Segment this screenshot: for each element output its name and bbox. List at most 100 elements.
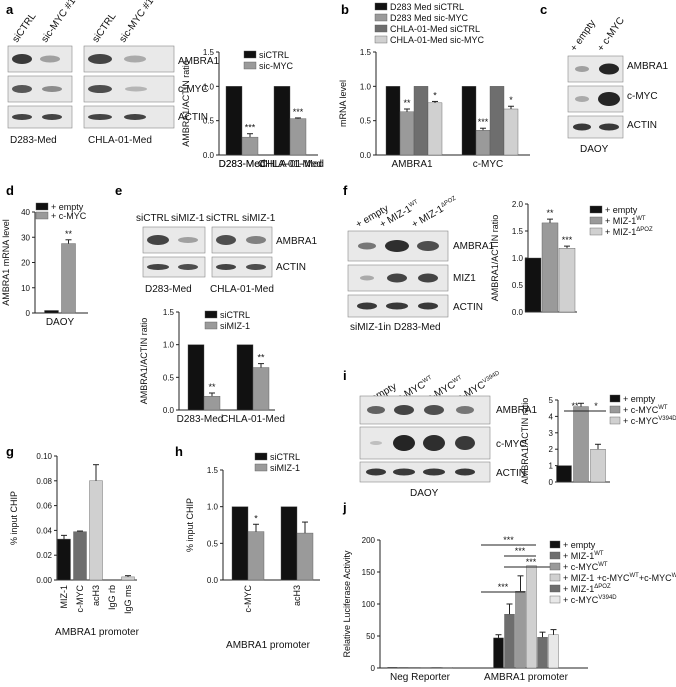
y-tick-label: 0.0 bbox=[360, 151, 372, 160]
legend-swatch bbox=[254, 452, 268, 461]
x-tick-label: D283-Med bbox=[219, 159, 266, 170]
bar-h-0-0 bbox=[231, 506, 249, 581]
y-tick-label: 0.06 bbox=[36, 502, 52, 511]
bar-d-1-0 bbox=[61, 243, 76, 314]
y-tick-label: 30 bbox=[21, 233, 30, 242]
legend-swatch bbox=[549, 540, 561, 549]
x-tick-label: MIZ-1 bbox=[59, 585, 69, 609]
blot-band bbox=[216, 235, 236, 245]
legend-swatch bbox=[374, 2, 388, 11]
legend-entry: D283 Med siCTRL bbox=[390, 2, 464, 12]
y-tick-label: 0.5 bbox=[207, 539, 219, 548]
blot-band bbox=[88, 85, 112, 93]
y-axis-label: % input CHIP bbox=[9, 491, 19, 545]
bar-h-1-1 bbox=[296, 532, 314, 581]
y-tick-label: 0.04 bbox=[36, 526, 52, 535]
blot-band bbox=[424, 405, 444, 415]
bar-g-0-0 bbox=[57, 538, 71, 581]
legend-entry: siCTRL bbox=[220, 310, 250, 320]
legend-swatch bbox=[609, 405, 621, 414]
blot-band bbox=[178, 264, 198, 270]
cell-line-label: D283-Med bbox=[10, 135, 57, 146]
legend-swatch bbox=[549, 584, 561, 593]
blot-band bbox=[599, 123, 619, 131]
blot-band bbox=[246, 236, 266, 244]
legend-entry: + MIZ-1ΔPOZ bbox=[605, 227, 653, 237]
blot-band bbox=[147, 235, 169, 245]
significance-mark: ** bbox=[546, 208, 554, 218]
bar-g-0-4 bbox=[121, 576, 135, 581]
blot-band bbox=[216, 264, 236, 270]
band-label: ACTIN bbox=[276, 262, 306, 273]
y-axis-label: AMBRA1/ACTIN ratio bbox=[520, 398, 530, 485]
band-label: AMBRA1 bbox=[276, 236, 318, 247]
legend-entry: siCTRL bbox=[270, 452, 300, 462]
significance-mark: ** bbox=[571, 401, 579, 411]
bar-j-3-1 bbox=[526, 565, 537, 669]
blot-strip bbox=[211, 256, 273, 278]
bar-f-2-0 bbox=[558, 248, 576, 313]
blot-band bbox=[40, 55, 60, 63]
x-tick-label: Neg Reporter bbox=[390, 672, 451, 683]
bar-i-0-0 bbox=[556, 465, 572, 483]
panel-letter-c: c bbox=[540, 2, 547, 17]
blot-band bbox=[573, 123, 591, 131]
y-tick-label: 0 bbox=[549, 478, 554, 487]
y-tick-label: 0.5 bbox=[163, 373, 175, 382]
blot-band bbox=[417, 241, 439, 251]
blot-band bbox=[386, 302, 408, 310]
legend-entry: + c-MYC bbox=[51, 211, 87, 221]
bar-j-0-0 bbox=[387, 667, 398, 669]
legend-entry: + c-MYCV394D bbox=[623, 416, 676, 426]
significance-mark: *** bbox=[526, 557, 537, 567]
lane-label: + empty bbox=[568, 18, 598, 54]
legend-entry: siMIZ-1 bbox=[270, 463, 300, 473]
x-tick-label: DAOY bbox=[46, 317, 75, 328]
y-tick-label: 1.0 bbox=[163, 341, 175, 350]
significance-mark: *** bbox=[498, 582, 509, 592]
legend-swatch bbox=[549, 595, 561, 604]
panel-letter-g: g bbox=[6, 444, 14, 459]
y-tick-label: 0.10 bbox=[36, 452, 52, 461]
band-label: ACTIN bbox=[496, 468, 526, 479]
cell-line-label: DAOY bbox=[580, 144, 609, 155]
y-tick-label: 2 bbox=[549, 445, 554, 454]
blot-band bbox=[357, 302, 377, 310]
significance-mark: *** bbox=[245, 123, 256, 133]
legend-entry: CHLA-01-Med siCTRL bbox=[390, 24, 480, 34]
blot-band bbox=[370, 441, 382, 445]
blot-band bbox=[360, 275, 374, 281]
y-tick-label: 0.5 bbox=[203, 117, 215, 126]
legend-swatch bbox=[589, 205, 603, 214]
legend-entry: siMIZ-1 bbox=[220, 321, 250, 331]
legend-swatch bbox=[35, 211, 49, 220]
legend-entry: + empty bbox=[605, 205, 638, 215]
y-tick-label: 0 bbox=[26, 309, 31, 318]
y-tick-label: 10 bbox=[21, 284, 30, 293]
x-tick-label: D283-Med bbox=[219, 159, 266, 170]
legend-entry: D283 Med sic-MYC bbox=[390, 13, 469, 23]
blot-band bbox=[124, 55, 146, 63]
lane-label: sic-MYC #1 bbox=[117, 0, 156, 45]
bar-b-2-0 bbox=[413, 86, 429, 156]
x-tick-label: IgG ms bbox=[123, 585, 133, 615]
blot-band bbox=[12, 114, 32, 120]
bar-h-0-1 bbox=[280, 506, 298, 581]
legend-entry: sic-MYC bbox=[259, 61, 293, 71]
blot-band bbox=[42, 86, 62, 92]
bar-j-2-1 bbox=[515, 591, 526, 669]
y-tick-label: 1.5 bbox=[360, 48, 372, 57]
x-tick-label: CHLA-01-Med bbox=[258, 159, 322, 170]
significance-mark: * bbox=[509, 95, 513, 105]
bar-a-0-1 bbox=[273, 86, 291, 156]
band-label: c-MYC bbox=[627, 91, 658, 102]
significance-mark: * bbox=[594, 401, 598, 411]
legend-swatch bbox=[549, 551, 561, 560]
bar-j-4-0 bbox=[431, 667, 442, 669]
y-tick-label: 4 bbox=[549, 412, 554, 421]
cell-line-label: D283-Med bbox=[145, 284, 192, 295]
y-axis-label: % input CHIP bbox=[185, 498, 195, 552]
blot-band bbox=[423, 435, 445, 451]
panel-letter-b: b bbox=[341, 2, 349, 17]
